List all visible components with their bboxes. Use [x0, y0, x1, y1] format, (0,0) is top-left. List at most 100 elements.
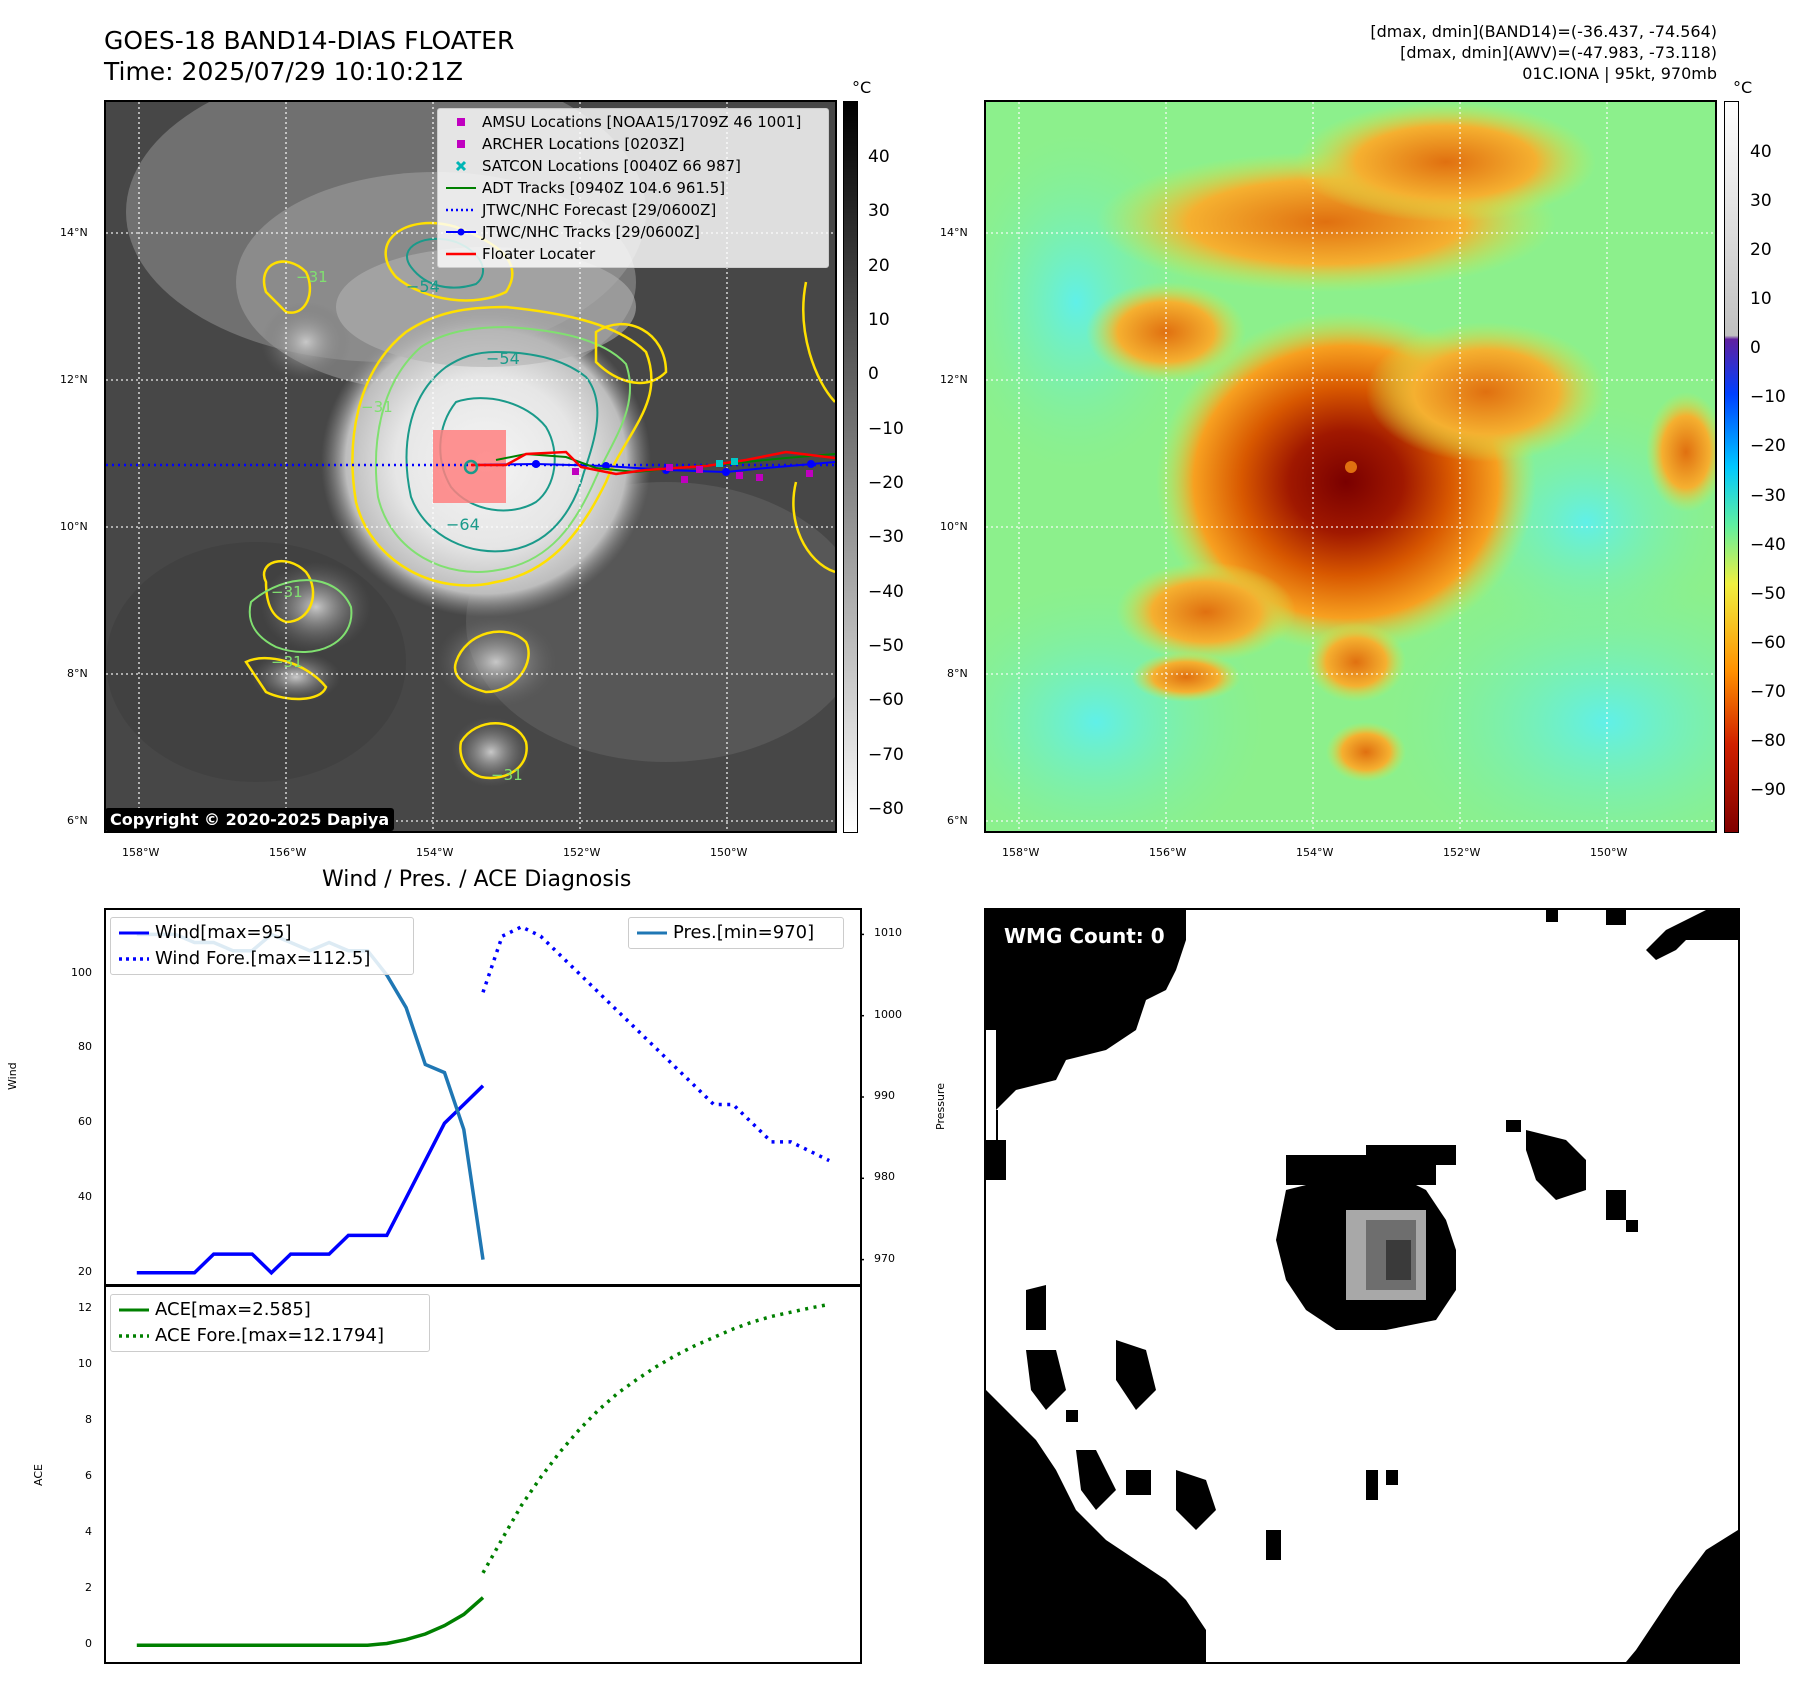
legend-label: ADT Tracks [0940Z 104.6 961.5] [482, 179, 726, 197]
awv-map-image [986, 102, 1715, 831]
colorbar-tick-label: −30 [1750, 485, 1786, 506]
colorbar-tick-label: −70 [868, 744, 904, 765]
ir-map-panel: −54 −54 −64 −31 −31 −31 −31 −31 AMSU Loc… [104, 100, 837, 833]
figure-title: GOES-18 BAND14-DIAS FLOATER [104, 26, 515, 55]
wmg-panel: WMG Count: 0 [984, 908, 1740, 1664]
contour-label: −31 [271, 583, 303, 601]
colorbar-tick-label: 40 [868, 147, 890, 167]
y-tick-label: 2 [85, 1581, 92, 1595]
lat-label: 14°N [940, 226, 968, 239]
colorbar-tick-label: 10 [868, 310, 890, 330]
legend-item-adt: ADT Tracks [0940Z 104.6 961.5] [438, 177, 828, 199]
legend-item-archer: ARCHER Locations [0203Z] [438, 133, 828, 155]
y-tick-label: 980 [874, 1170, 895, 1184]
copyright-badge: Copyright © 2020-2025 Dapiya [106, 808, 395, 831]
line-marker-icon [119, 920, 149, 946]
lat-label: 12°N [60, 373, 88, 386]
lon-label: 158°W [1002, 846, 1040, 859]
y-tick-label: 100 [71, 965, 92, 979]
legend-label: SATCON Locations [0040Z 66 987] [482, 157, 741, 175]
line-marker-icon [637, 920, 667, 946]
series-line [136, 1596, 485, 1647]
y-tick-label: 8 [85, 1413, 92, 1427]
line-marker-icon [446, 243, 476, 265]
legend-label: ACE[max=2.585] [155, 1299, 311, 1320]
square-marker-icon [446, 133, 476, 155]
contour-label: −31 [491, 766, 523, 784]
legend-label: ARCHER Locations [0203Z] [482, 135, 685, 153]
contour-label: −64 [446, 515, 480, 534]
legend-item-wind: Wind[max=95] [111, 920, 413, 946]
contour-label: −31 [361, 398, 393, 416]
colorbar-tick-label: −50 [868, 636, 904, 656]
legend-item-ace: ACE[max=2.585] [111, 1297, 429, 1323]
awv-colorbar-unit: °C [1733, 78, 1753, 97]
y-tick-label: 10 [78, 1357, 92, 1371]
y-tick-label: 6 [85, 1469, 92, 1483]
dotted-line-icon [119, 946, 149, 972]
stats-awv: [dmax, dmin](AWV)=(-47.983, -73.118) [1400, 43, 1717, 62]
contour-label: −54 [486, 349, 520, 368]
awv-colorbar [1724, 101, 1739, 833]
y-tick-label: 970 [874, 1251, 895, 1265]
pressure-axis-label: Pressure [934, 1083, 947, 1130]
figure-time: Time: 2025/07/29 10:10:21Z [104, 57, 463, 86]
legend-label: Wind[max=95] [155, 922, 292, 943]
lon-label: 154°W [416, 846, 454, 859]
colorbar-tick-label: 0 [868, 364, 879, 385]
series-line [136, 1084, 485, 1276]
lat-label: 14°N [60, 226, 88, 239]
y-tick-label: 4 [85, 1525, 92, 1539]
lon-label: 158°W [122, 846, 160, 859]
lat-label: 6°N [67, 814, 88, 827]
contour-label: −54 [406, 277, 440, 296]
lat-label: 8°N [947, 667, 968, 680]
colorbar-tick-label: 20 [1750, 240, 1772, 261]
dotted-line-icon [446, 199, 476, 221]
legend-label: Pres.[min=970] [673, 922, 815, 943]
wind-axis-label: Wind [6, 1062, 19, 1090]
colorbar-tick-label: 20 [868, 255, 890, 276]
lon-label: 150°W [710, 846, 748, 859]
y-tick-label: 1010 [874, 926, 902, 940]
lon-label: 154°W [1296, 846, 1334, 859]
ir-colorbar [843, 101, 858, 833]
diagnosis-title: Wind / Pres. / ACE Diagnosis [322, 867, 632, 892]
ace-axis-label: ACE [32, 1464, 45, 1486]
colorbar-tick-label: 0 [1750, 338, 1761, 359]
storm-info: 01C.IONA | 95kt, 970mb [1522, 64, 1717, 83]
pressure-legend: Pres.[min=970] [628, 917, 844, 949]
line-dot-icon [446, 221, 476, 243]
y-tick-label: 1000 [874, 1007, 902, 1021]
colorbar-tick-label: 10 [1750, 289, 1772, 310]
lat-label: 6°N [947, 814, 968, 827]
colorbar-tick-label: −80 [1750, 730, 1786, 751]
y-tick-label: 80 [78, 1040, 92, 1054]
lon-label: 156°W [1149, 846, 1187, 859]
legend-item-amsu: AMSU Locations [NOAA15/1709Z 46 1001] [438, 111, 828, 133]
colorbar-tick-label: −40 [868, 581, 904, 602]
colorbar-tick-label: 30 [1750, 191, 1772, 212]
y-tick-label: 40 [78, 1189, 92, 1203]
lat-label: 10°N [940, 520, 968, 533]
lon-label: 156°W [269, 846, 307, 859]
colorbar-tick-label: −10 [868, 418, 904, 439]
y-tick-label: 990 [874, 1089, 895, 1102]
legend-item-ace-forecast: ACE Fore.[max=12.1794] [111, 1323, 429, 1349]
lon-label: 152°W [563, 846, 601, 859]
square-marker-icon [446, 111, 476, 133]
legend-item-pressure: Pres.[min=970] [629, 920, 843, 946]
legend-label: JTWC/NHC Tracks [29/0600Z] [482, 223, 700, 241]
wmg-image [986, 910, 1738, 1662]
legend-label: Wind Fore.[max=112.5] [155, 948, 371, 969]
contour-label: −31 [271, 653, 303, 671]
x-marker-icon [446, 155, 476, 177]
y-tick-label: 20 [78, 1264, 92, 1278]
series-line [481, 1302, 830, 1574]
colorbar-tick-label: −30 [868, 527, 904, 548]
ir-colorbar-unit: °C [852, 78, 872, 97]
colorbar-tick-label: −20 [868, 473, 904, 493]
line-marker-icon [119, 1297, 149, 1323]
colorbar-tick-label: −50 [1750, 583, 1786, 604]
colorbar-tick-label: −90 [1750, 780, 1786, 800]
